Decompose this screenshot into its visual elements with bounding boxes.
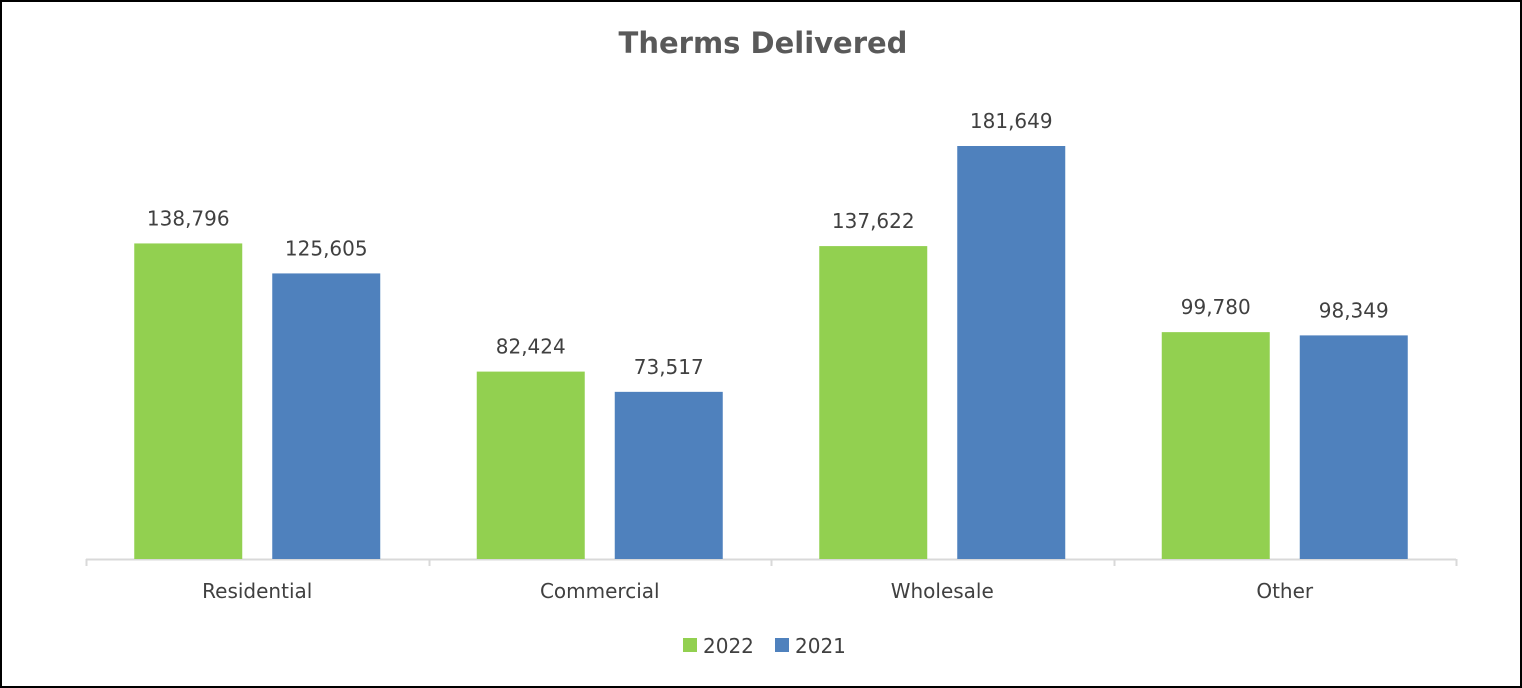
- data-label: 98,349: [1319, 298, 1389, 322]
- bar-2021-residential: [272, 273, 381, 559]
- bar-2022-other: [1161, 332, 1270, 559]
- data-label: 99,780: [1181, 295, 1251, 319]
- x-tick-label: Wholesale: [891, 579, 994, 603]
- data-label: 137,622: [832, 209, 915, 233]
- legend-label-2022: 2022: [703, 634, 754, 658]
- x-tick-label: Residential: [202, 579, 312, 603]
- data-label: 138,796: [147, 206, 230, 230]
- data-label: 82,424: [496, 335, 566, 359]
- bar-2022-residential: [134, 243, 243, 559]
- bar-2022-commercial: [476, 371, 585, 559]
- bar-2021-other: [1299, 335, 1408, 559]
- data-label: 125,605: [285, 236, 368, 260]
- bar-2021-commercial: [614, 391, 723, 559]
- x-tick-label: Commercial: [540, 579, 660, 603]
- data-label: 181,649: [970, 109, 1053, 133]
- x-tick-label: Other: [1256, 579, 1314, 603]
- bar-2022-wholesale: [819, 246, 928, 560]
- bar-2021-wholesale: [957, 146, 1066, 559]
- legend-swatch-2021: [775, 638, 789, 652]
- chart-title: Therms Delivered: [618, 26, 908, 60]
- legend-swatch-2022: [683, 638, 697, 652]
- legend-label-2021: 2021: [795, 634, 846, 658]
- data-label: 73,517: [634, 355, 704, 379]
